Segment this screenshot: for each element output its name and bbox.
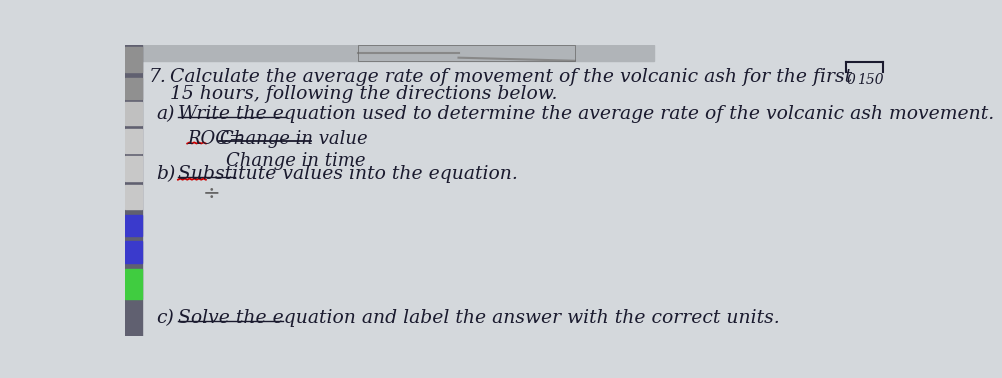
Bar	[125, 45, 142, 336]
Text: c): c)	[156, 310, 174, 327]
Text: 0: 0	[847, 73, 856, 87]
Bar	[125, 102, 142, 125]
Bar	[142, 45, 653, 61]
Text: ÷: ÷	[202, 184, 220, 203]
Bar	[358, 45, 575, 61]
Bar	[125, 241, 142, 262]
Bar	[125, 215, 142, 236]
Text: 15 hours, following the directions below.: 15 hours, following the directions below…	[170, 85, 558, 104]
Bar	[125, 78, 142, 99]
Text: Calculate the average rate of movement of the volcanic ash for the first: Calculate the average rate of movement o…	[170, 68, 853, 87]
Bar	[125, 185, 142, 209]
Bar	[125, 129, 142, 153]
Bar	[125, 156, 142, 181]
Bar	[125, 269, 142, 299]
Text: Write the equation used to determine the average rate of the volcanic ash moveme: Write the equation used to determine the…	[178, 105, 994, 124]
Text: 150: 150	[857, 73, 883, 87]
Text: Change in value: Change in value	[219, 130, 368, 148]
Text: Change in time: Change in time	[226, 152, 366, 170]
Text: 7.: 7.	[148, 68, 166, 87]
Text: ROC=: ROC=	[187, 130, 244, 148]
Text: b): b)	[156, 166, 175, 183]
Text: Solve the equation and label the answer with the correct units.: Solve the equation and label the answer …	[178, 310, 780, 327]
Text: a): a)	[156, 105, 174, 124]
Text: Substitute values into the equation.: Substitute values into the equation.	[178, 166, 518, 183]
Bar	[125, 47, 142, 71]
